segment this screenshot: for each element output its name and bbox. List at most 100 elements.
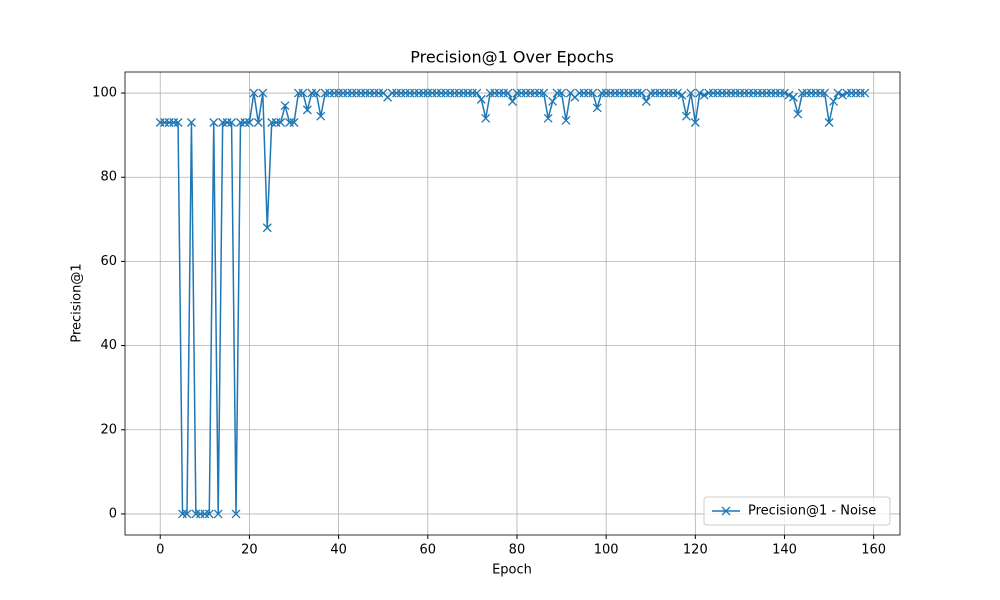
point-marker (262, 223, 272, 233)
point-marker (833, 88, 843, 98)
point-marker (289, 118, 299, 127)
marker-stroke (641, 97, 651, 106)
y-axis-label: Precision@1 (70, 263, 85, 342)
point-marker (681, 111, 691, 121)
x-tick-label: 80 (509, 543, 526, 558)
marker-stroke (820, 88, 830, 98)
marker-stroke (173, 118, 183, 127)
point-marker (690, 118, 700, 127)
marker-stroke (249, 88, 259, 98)
marker-stroke (476, 94, 486, 104)
marker-stroke (209, 118, 219, 127)
marker-stroke (637, 88, 647, 98)
marker-stroke (186, 118, 196, 127)
point-marker (276, 118, 286, 127)
x-tick-label: 120 (683, 543, 708, 558)
y-tick-label: 40 (100, 338, 117, 353)
marker-stroke (677, 90, 687, 100)
marker-stroke (204, 509, 214, 519)
y-tick-label: 60 (100, 254, 117, 269)
marker-stroke (833, 88, 843, 98)
point-marker (592, 103, 602, 113)
point-marker (311, 88, 321, 98)
marker-stroke (860, 88, 870, 98)
marker-stroke (213, 509, 223, 519)
marker-stroke (838, 90, 847, 100)
marker-stroke (784, 90, 794, 100)
point-marker (793, 109, 803, 119)
point-marker (249, 88, 259, 98)
marker-stroke (258, 88, 268, 98)
marker-stroke (699, 90, 709, 100)
y-tick-label: 100 (92, 86, 117, 101)
marker-stroke (539, 88, 549, 98)
marker-stroke (182, 509, 192, 519)
marker-stroke (298, 88, 308, 98)
plot-frame (124, 71, 901, 536)
marker-stroke (262, 223, 272, 233)
marker-stroke (508, 97, 517, 106)
marker-stroke (592, 103, 602, 113)
y-tick-label: 20 (100, 422, 117, 437)
marker-stroke (695, 88, 705, 98)
point-marker (677, 90, 687, 100)
x-tick-label: 140 (772, 543, 797, 558)
point-marker (173, 118, 183, 127)
marker-stroke (721, 506, 731, 516)
point-marker (641, 97, 651, 106)
marker-stroke (231, 509, 241, 519)
point-marker (539, 88, 549, 98)
marker-stroke (316, 111, 326, 121)
point-marker (838, 90, 847, 100)
marker-stroke (829, 97, 839, 106)
marker-stroke (227, 118, 237, 127)
marker-stroke (673, 88, 682, 98)
point-marker (699, 90, 709, 100)
x-tick-label: 20 (241, 543, 258, 558)
marker-stroke (472, 88, 482, 98)
point-marker (302, 105, 312, 115)
point-marker (561, 115, 571, 125)
point-marker (231, 509, 241, 519)
legend-box (703, 496, 891, 526)
marker-stroke (503, 88, 513, 98)
x-tick-label: 40 (330, 543, 347, 558)
point-marker (476, 94, 486, 104)
point-marker (298, 88, 308, 98)
point-marker (227, 118, 237, 127)
marker-stroke (244, 118, 254, 127)
x-tick-label: 160 (861, 543, 886, 558)
marker-stroke (543, 113, 553, 123)
point-marker (316, 111, 326, 121)
marker-stroke (686, 88, 696, 98)
marker-stroke (289, 118, 299, 127)
point-marker (788, 92, 798, 102)
point-marker (503, 88, 513, 98)
point-marker (548, 97, 558, 106)
legend: Precision@1 - Noise (703, 496, 891, 526)
marker-stroke (557, 88, 567, 98)
point-marker (472, 88, 482, 98)
marker-stroke (780, 88, 789, 98)
marker-stroke (378, 88, 388, 98)
marker-stroke (824, 118, 834, 127)
point-marker (253, 118, 263, 127)
point-marker (784, 90, 794, 100)
marker-stroke (588, 88, 598, 98)
point-marker (557, 88, 567, 98)
point-marker (824, 118, 834, 127)
marker-stroke (280, 101, 290, 111)
point-marker (182, 509, 192, 519)
x-tick-label: 100 (594, 543, 619, 558)
point-marker (673, 88, 682, 98)
legend-marker (721, 506, 731, 516)
point-marker (244, 118, 254, 127)
point-marker (860, 88, 870, 98)
marker-stroke (793, 109, 803, 119)
marker-stroke (548, 97, 558, 106)
y-tick-label: 80 (100, 170, 117, 185)
marker-stroke (690, 118, 700, 127)
point-marker (186, 118, 196, 127)
point-marker (213, 509, 223, 519)
point-marker (481, 113, 491, 123)
